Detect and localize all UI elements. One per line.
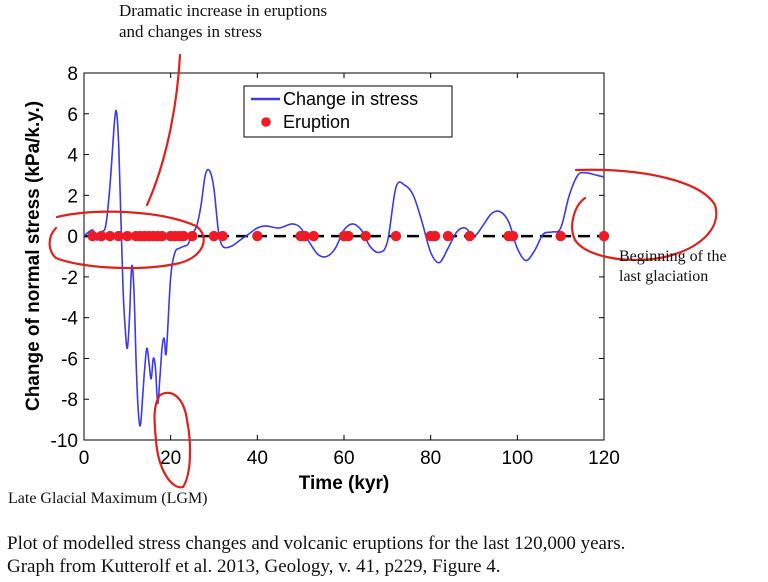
eruption-point <box>217 230 228 242</box>
x-tick-label: 60 <box>333 448 354 469</box>
figure-caption: Plot of modelled stress changes and volc… <box>7 532 767 578</box>
y-axis-label: Change of normal stress (kPa/k.y.) <box>23 101 44 411</box>
stress-series-line <box>83 109 605 427</box>
x-axis-label: Time (kyr) <box>299 473 389 494</box>
eruption-point <box>156 230 168 242</box>
eruption-point <box>464 230 475 242</box>
annotation-glaciation-line1: Beginning of the <box>619 248 727 265</box>
y-tick-label: 8 <box>67 64 78 85</box>
y-tick-label: 4 <box>67 146 78 167</box>
caption-line1: Plot of modelled stress changes and volc… <box>7 533 626 554</box>
x-tick-label: 80 <box>420 448 441 469</box>
legend-box <box>243 85 453 138</box>
eruption-point <box>343 230 354 242</box>
eruption-point <box>598 230 610 242</box>
eruption-point <box>308 230 319 242</box>
y-tick-label: -2 <box>61 268 78 289</box>
y-tick-label: 0 <box>67 227 78 248</box>
eruption-point <box>122 230 133 242</box>
eruption-point <box>390 230 402 242</box>
ann-circle-late <box>571 168 718 261</box>
eruption-point <box>113 230 124 242</box>
annotation-glaciation-line2: last glaciation <box>619 268 709 285</box>
eruption-point <box>208 230 220 242</box>
annotation-eruptions-line1: Dramatic increase in eruptions <box>119 1 328 20</box>
red-annotation-ink <box>48 53 718 489</box>
y-tick-label: -4 <box>61 309 78 330</box>
legend-label-stress: Change in stress <box>283 89 418 109</box>
y-tick-label: -8 <box>61 390 78 411</box>
eruption-point <box>96 230 107 242</box>
ann-arrow-line <box>145 53 182 207</box>
legend-dot-swatch <box>261 117 271 127</box>
eruption-point <box>178 230 189 242</box>
eruption-point <box>104 230 116 242</box>
eruption-point <box>442 230 454 242</box>
x-tick-label: 100 <box>501 448 533 469</box>
y-tick-label: 6 <box>67 105 78 126</box>
ann-circle-early <box>48 210 205 270</box>
y-tick-label: 2 <box>67 186 78 207</box>
y-tick-label: -10 <box>51 431 78 452</box>
x-tick-label: 0 <box>79 448 90 469</box>
eruption-point <box>187 230 198 242</box>
y-tick-label: -6 <box>61 349 78 370</box>
x-axis-ticks: 0 20 40 60 80 100 120 <box>79 73 620 469</box>
x-tick-label: 40 <box>247 448 268 469</box>
annotation-eruptions: Dramatic increase in eruptions and chang… <box>119 0 379 42</box>
ann-circle-lgm <box>153 391 192 489</box>
x-tick-label: 120 <box>588 448 620 469</box>
caption-line2: Graph from Kutterolf et al. 2013, Geolog… <box>7 556 501 577</box>
eruption-point <box>507 230 519 242</box>
y-axis-ticks: -10 -8 -6 -4 -2 0 2 4 6 8 <box>51 64 604 452</box>
annotation-glaciation: Beginning of the last glaciation <box>619 247 768 287</box>
eruption-series <box>87 230 610 242</box>
eruption-point <box>87 230 98 242</box>
legend-label-eruption: Eruption <box>283 112 350 132</box>
x-tick-label: 20 <box>160 448 181 469</box>
eruption-point <box>555 230 566 242</box>
eruption-point <box>252 230 263 242</box>
eruption-point <box>429 230 441 242</box>
eruption-point <box>299 230 311 242</box>
annotation-lgm: Late Glacial Maximum (LGM) <box>8 490 208 507</box>
annotation-eruptions-line2: and changes in stress <box>119 22 263 41</box>
eruption-point <box>360 230 371 242</box>
legend: Change in stress Eruption <box>243 85 453 138</box>
